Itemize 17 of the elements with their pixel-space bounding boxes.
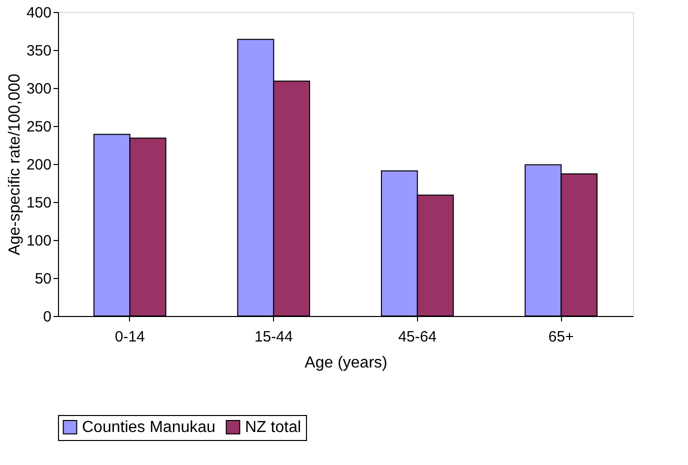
x-tick-label: 45-64 bbox=[398, 328, 437, 346]
y-tick-label: 50 bbox=[34, 270, 52, 288]
y-axis-title: Age-specific rate/100,000 bbox=[6, 74, 24, 256]
y-tick-label: 200 bbox=[26, 156, 52, 174]
legend-label: Counties Manukau bbox=[82, 419, 216, 436]
y-tick-label: 300 bbox=[26, 80, 52, 98]
x-tick-label: 65+ bbox=[548, 328, 574, 346]
y-tick-label: 400 bbox=[26, 4, 52, 22]
y-tick-label: 250 bbox=[26, 118, 52, 136]
x-tick-label: 0-14 bbox=[114, 328, 145, 346]
y-tick-label: 350 bbox=[26, 42, 52, 60]
y-tick-label: 100 bbox=[26, 232, 52, 250]
legend-label: NZ total bbox=[245, 419, 302, 436]
y-tick-label: 150 bbox=[26, 194, 52, 212]
x-axis-title: Age (years) bbox=[304, 354, 388, 372]
x-tick-label: 15-44 bbox=[254, 328, 293, 346]
y-tick-label: 0 bbox=[43, 308, 52, 326]
